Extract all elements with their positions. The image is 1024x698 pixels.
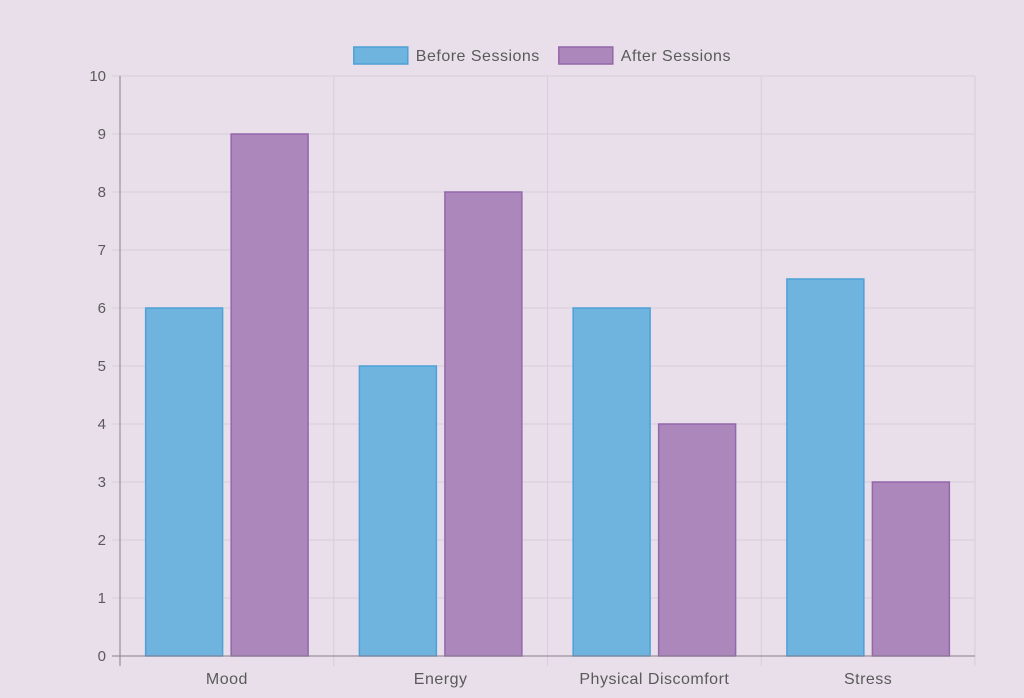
y-tick-label: 9 — [98, 126, 106, 143]
y-tick-label: 1 — [98, 590, 106, 607]
legend-swatch — [353, 46, 409, 65]
legend-item-after-sessions[interactable]: After Sessions — [558, 46, 731, 65]
legend-label: After Sessions — [621, 48, 731, 65]
bar-before-sessions-mood[interactable] — [144, 307, 224, 657]
y-tick-label: 10 — [89, 68, 106, 85]
x-tick-label: Physical Discomfort — [579, 671, 729, 688]
axes: 0 1 2 3 4 5 6 7 8 9 10 Mood Energy Physical Discomfor… — [89, 68, 976, 688]
y-tick-label: 7 — [98, 242, 106, 259]
bar-after-sessions-stress[interactable] — [871, 481, 951, 657]
x-tick-label: Energy — [414, 671, 468, 688]
y-tick-label: 3 — [98, 474, 106, 491]
legend-swatch — [558, 46, 614, 65]
bar-after-sessions-mood[interactable] — [230, 133, 309, 657]
y-tick-label: 2 — [98, 532, 106, 549]
legend-label: Before Sessions — [416, 48, 540, 65]
x-tick-label: Mood — [206, 671, 248, 688]
bar-after-sessions-physical-discomfort[interactable] — [657, 423, 737, 657]
y-tick-label: 0 — [98, 648, 106, 665]
y-tick-label: 6 — [98, 300, 106, 317]
bar-after-sessions-energy[interactable] — [444, 191, 523, 657]
y-tick-label: 4 — [98, 416, 106, 433]
x-tick-label: Stress — [844, 671, 892, 688]
y-tick-label: 5 — [98, 358, 106, 375]
bar-before-sessions-stress[interactable] — [786, 278, 865, 657]
bar-before-sessions-energy[interactable] — [358, 365, 438, 657]
bar-before-sessions-physical-discomfort[interactable] — [572, 307, 651, 657]
y-tick-label: 8 — [98, 184, 106, 201]
legend-item-before-sessions[interactable]: Before Sessions — [353, 46, 540, 65]
bars — [144, 133, 951, 657]
legend: Before Sessions After Sessions — [353, 46, 731, 65]
